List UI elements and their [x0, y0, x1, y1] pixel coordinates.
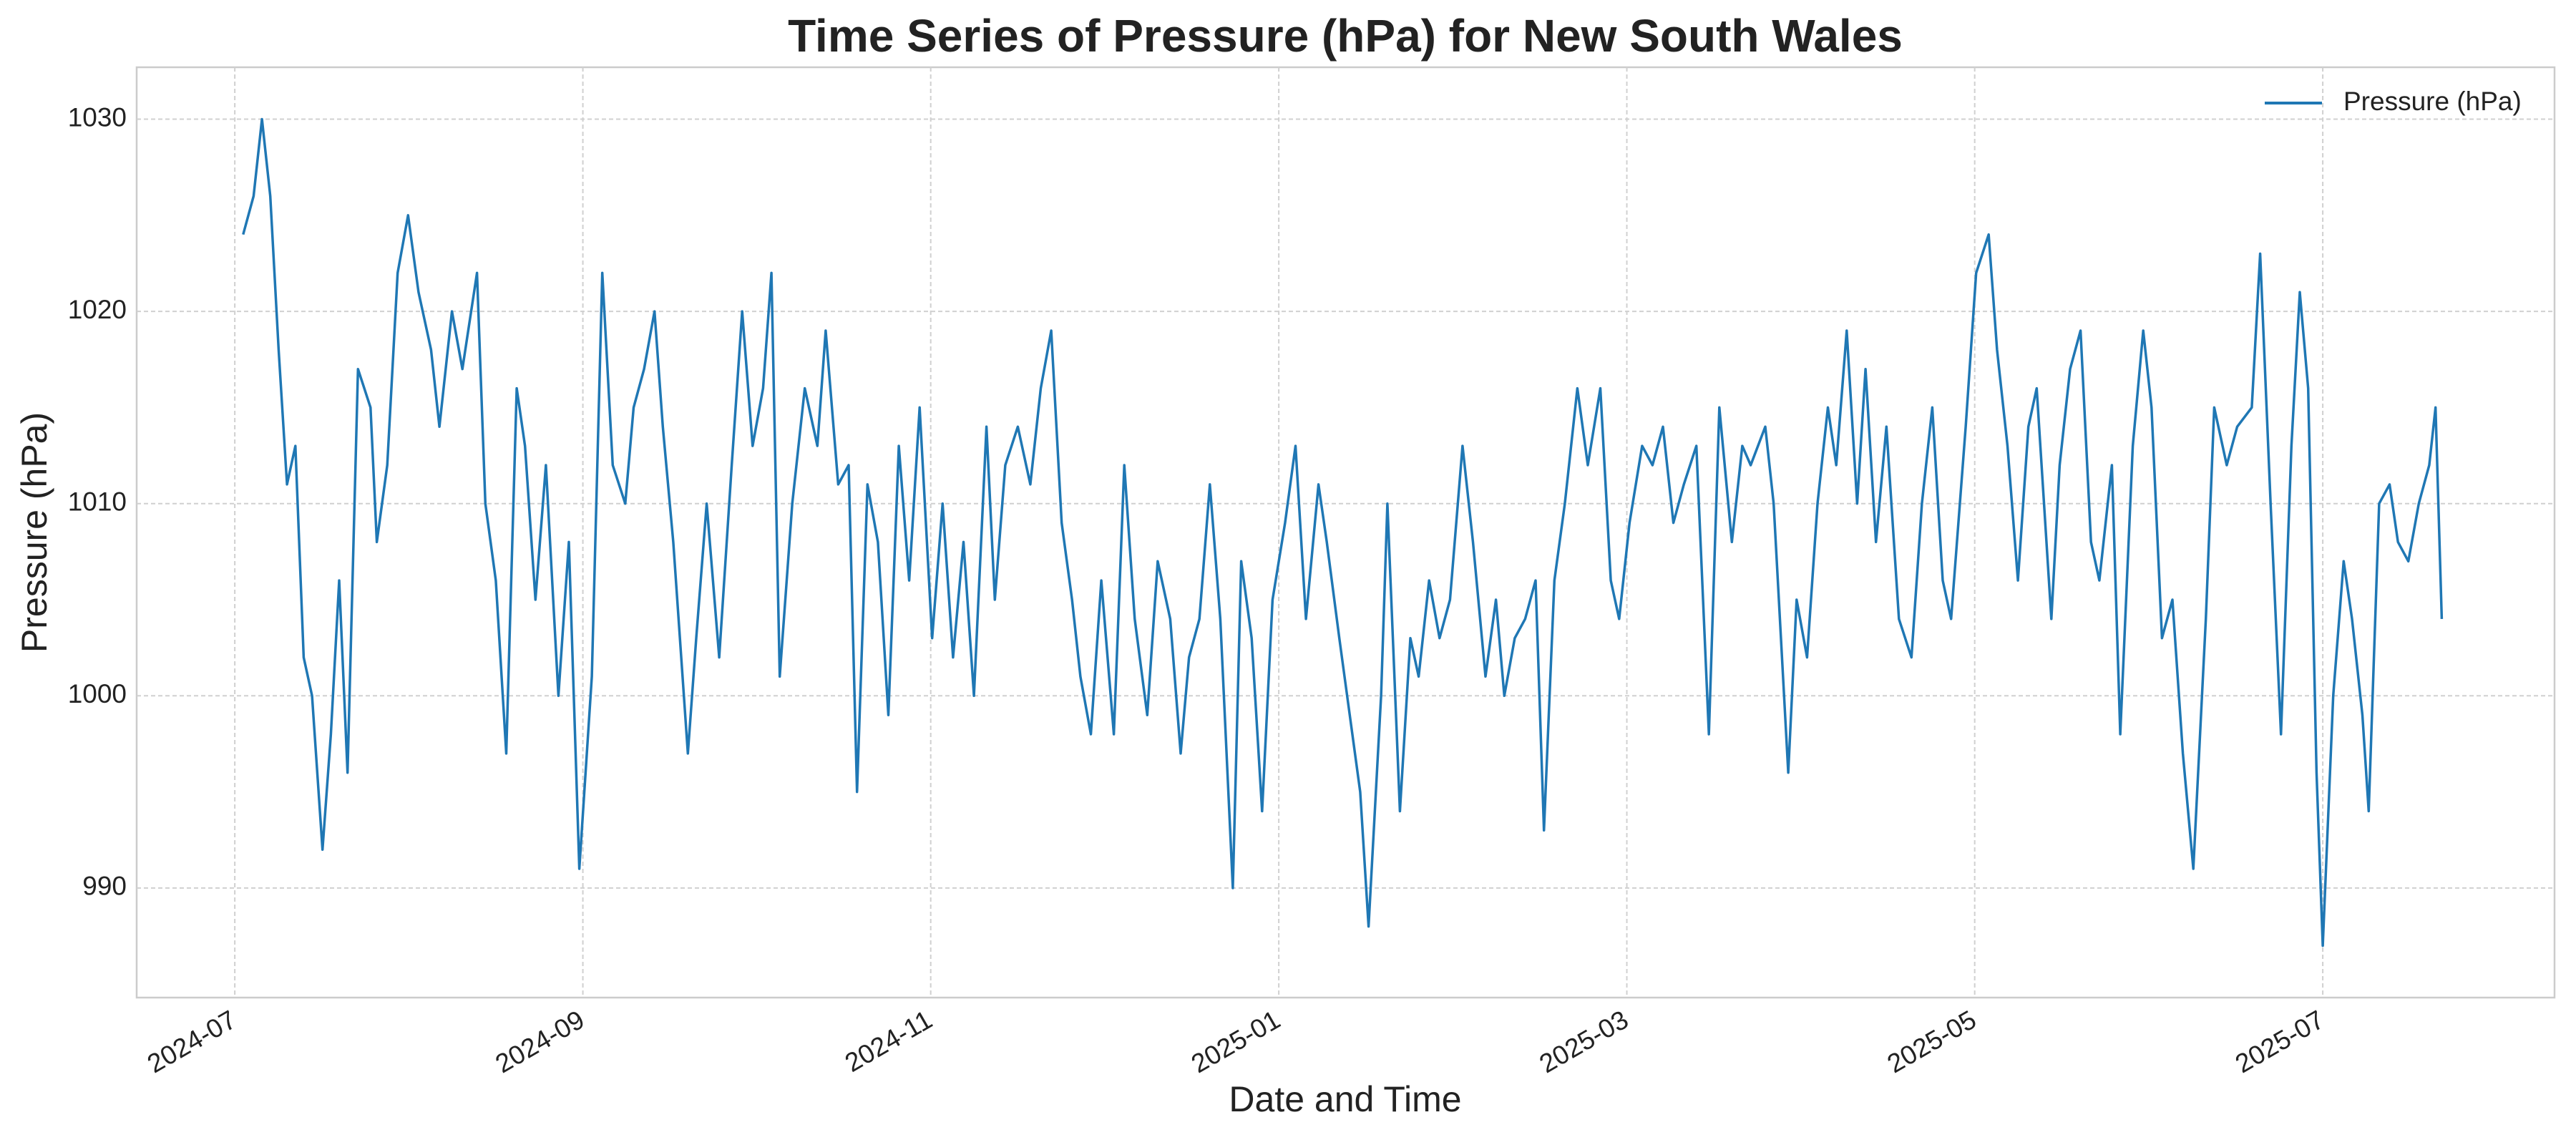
x-axis-label: Date and Time: [1229, 1079, 1461, 1119]
y-axis-label: Pressure (hPa): [14, 412, 54, 653]
x-tick-label: 2025-05: [1882, 1005, 1981, 1078]
y-tick-label: 1030: [68, 102, 127, 132]
x-tick-label: 2025-01: [1186, 1005, 1285, 1078]
y-tick-label: 1010: [68, 487, 127, 516]
chart-title: Time Series of Pressure (hPa) for New So…: [788, 10, 1903, 62]
x-tick-label: 2024-11: [840, 1005, 937, 1078]
plot-frame: [135, 66, 2556, 999]
data-line: [242, 117, 2444, 947]
x-tick-label: 2025-03: [1534, 1005, 1633, 1078]
x-tick-label: 2025-07: [2230, 1005, 2329, 1078]
x-tick-label: 2024-07: [142, 1005, 241, 1078]
x-tick-label: 2024-09: [490, 1005, 589, 1078]
y-tick-label: 990: [82, 872, 127, 901]
y-tick-label: 1000: [68, 679, 127, 708]
legend-label: Pressure (hPa): [2343, 87, 2522, 116]
y-tick-label: 1020: [68, 295, 127, 324]
